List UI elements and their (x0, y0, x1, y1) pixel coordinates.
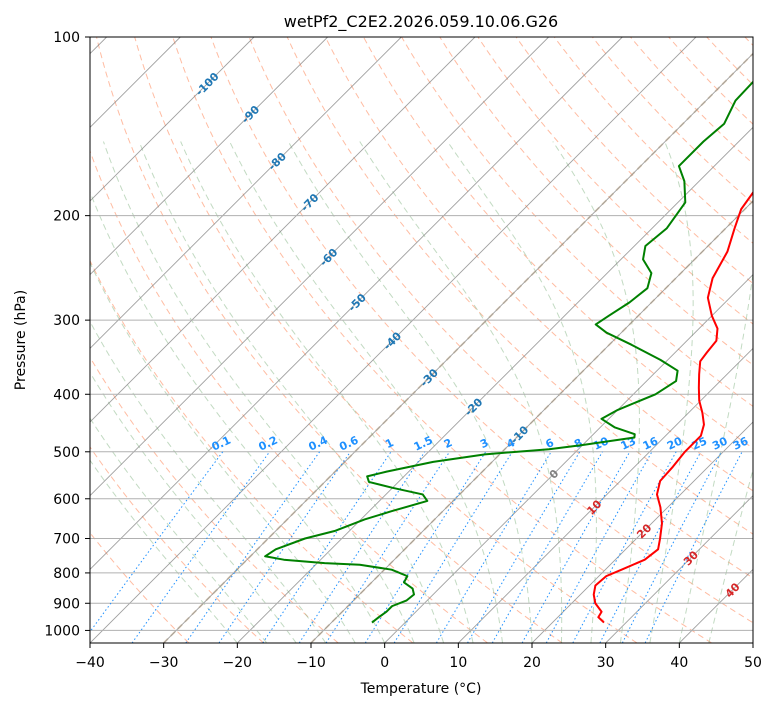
dry-adiabat (210, 37, 753, 624)
mixing-ratio-label: 20 (665, 434, 685, 452)
mixing-ratio-line (131, 451, 271, 643)
mixing-ratio-line (545, 451, 653, 643)
y-tick-label: 1000 (44, 623, 80, 639)
profile-series (264, 80, 753, 624)
isotherm-line (90, 37, 402, 349)
y-tick-label: 600 (53, 492, 80, 508)
isotherm-line (90, 37, 697, 643)
y-tick-label: 300 (53, 313, 80, 329)
axis-ticks: −40 −30 −20 −10 0 10 20 30 40 50 100 200 300 400 500 60… (44, 30, 762, 671)
temperature-profile-line (592, 190, 753, 624)
isotherm-line (237, 126, 753, 643)
isotherm-line (531, 421, 753, 643)
mixing-ratio-label: 25 (690, 435, 709, 453)
isotherm-line (458, 347, 753, 643)
mixing-ratio-line (644, 451, 743, 643)
x-tick-label: 0 (380, 655, 389, 671)
mixing-ratio-label: 30 (710, 434, 730, 452)
x-tick-label: 50 (744, 655, 762, 671)
mixing-ratio-line (572, 451, 677, 643)
mixing-ratio-line (218, 451, 351, 643)
x-tick-label: −40 (75, 655, 105, 671)
background-lines (90, 37, 753, 643)
dry-adiabat (90, 259, 414, 643)
mixing-ratio-line (185, 451, 320, 643)
x-tick-label: 30 (597, 655, 615, 671)
mixing-ratio-line (262, 451, 392, 643)
dry-adiabat (90, 446, 264, 643)
y-tick-label: 800 (53, 566, 80, 582)
mixing-ratio-line (435, 451, 552, 643)
isotherm-line (310, 200, 753, 643)
dry-adiabat (96, 37, 563, 643)
isotherm-line (90, 37, 328, 276)
x-tick-label: 40 (670, 655, 688, 671)
mixing-ratio-label: 36 (731, 434, 751, 452)
dry-adiabat (134, 37, 638, 643)
mixing-ratio-line (90, 451, 224, 633)
isotherm-line (90, 37, 255, 202)
chart-title: wetPf2_C2E2.2026.059.10.06.G26 (284, 12, 558, 32)
dry-adiabat (286, 37, 753, 535)
y-axis-label: Pressure (hPa) (13, 290, 29, 390)
plot-area (90, 37, 753, 643)
y-tick-label: 100 (53, 30, 80, 46)
dry-adiabat (90, 356, 339, 643)
dry-adiabat (515, 37, 753, 285)
x-axis-label: Temperature (°C) (360, 681, 482, 697)
y-tick-label: 500 (53, 445, 80, 461)
dewpoint-profile-line (264, 80, 753, 624)
isotherm-line (90, 37, 549, 497)
isotherm-line (90, 37, 623, 570)
y-tick-label: 900 (53, 596, 80, 612)
isotherm-line (163, 53, 753, 643)
x-tick-label: −30 (149, 655, 179, 671)
isotherm-line (605, 495, 753, 643)
y-tick-label: 400 (53, 387, 80, 403)
isotherm-line (384, 274, 753, 643)
x-tick-label: −20 (223, 655, 253, 671)
mixing-ratio-line (364, 451, 487, 643)
isotherm-line (90, 37, 476, 423)
dry-adiabat (248, 37, 753, 579)
mixing-ratio-label: 10 (591, 434, 611, 452)
mixing-ratio-line (325, 451, 450, 643)
x-tick-label: −10 (296, 655, 326, 671)
x-tick-label: 20 (523, 655, 541, 671)
x-tick-label: 10 (449, 655, 467, 671)
mixing-ratio-label: 16 (641, 434, 661, 452)
dry-adiabat (172, 37, 713, 643)
y-tick-label: 200 (53, 209, 80, 225)
mixing-ratio-line (521, 451, 631, 643)
y-tick-label: 700 (53, 532, 80, 548)
dry-adiabat (477, 37, 753, 325)
mixing-ratio-line (599, 451, 702, 643)
plot-frame (89, 36, 754, 644)
